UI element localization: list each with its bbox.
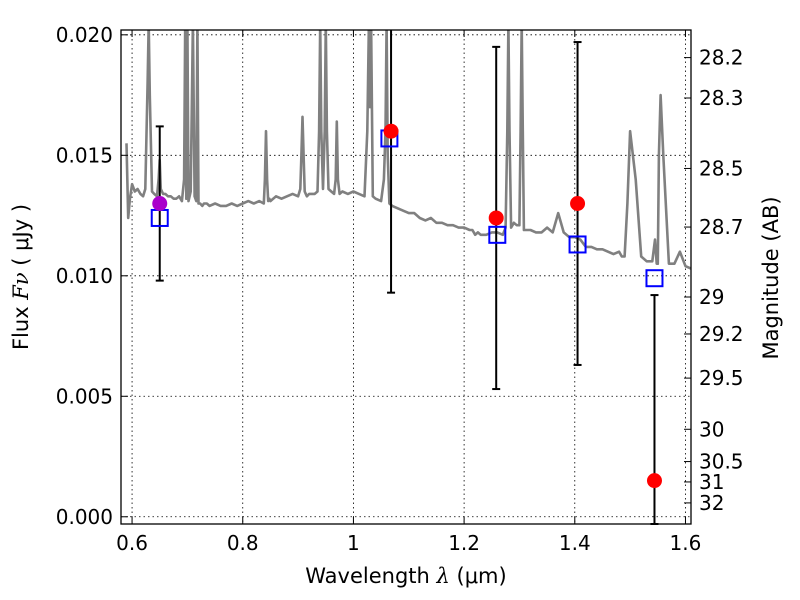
- y2-tick-label: 31: [699, 470, 724, 494]
- y2-tick-label: 29: [699, 285, 724, 309]
- right-axis-label: Magnitude (AB): [759, 196, 783, 359]
- x-tick-label: 1.4: [559, 531, 591, 555]
- observed-point: [646, 473, 662, 489]
- error-bars: [155, 30, 659, 525]
- model-spectrum: [125, 30, 691, 270]
- y-tick-label: 0.000: [56, 505, 113, 529]
- y2-tick-label: 30.5: [699, 450, 744, 474]
- x-tick-label: 1.2: [448, 531, 480, 555]
- tick-labels: 0.6 0.8 1 1.2 1.4 1.6 0.000 0.005 0.010 0.015 0.02…: [56, 23, 744, 555]
- observed-photometry: [152, 123, 662, 489]
- y2-tick-label: 29.2: [699, 322, 744, 346]
- x-tick-label: 0.6: [116, 531, 148, 555]
- observed-point: [570, 196, 586, 212]
- x-tick-label: 1.6: [670, 531, 702, 555]
- y2-tick-label: 28.7: [699, 215, 744, 239]
- y2-tick-label: 28.2: [699, 46, 744, 70]
- x-axis-label: Wavelength λ (μm): [305, 564, 506, 588]
- y-tick-label: 0.020: [56, 23, 113, 47]
- y2-tick-label: 28.3: [699, 86, 744, 110]
- x-tick-label: 1: [347, 531, 360, 555]
- y2-tick-label: 30: [699, 417, 724, 441]
- y2-tick-label: 32: [699, 491, 724, 515]
- y2-tick-label: 28.5: [699, 156, 744, 180]
- model-point: [488, 225, 507, 244]
- plot-frame: [120, 29, 692, 525]
- x-tick-label: 0.8: [227, 531, 259, 555]
- axis-ticks: [121, 30, 691, 524]
- observed-point: [152, 196, 168, 212]
- y2-tick-label: 29.5: [699, 366, 744, 390]
- y-tick-label: 0.015: [56, 143, 113, 167]
- observed-point: [383, 123, 399, 139]
- grid-lines: [121, 30, 691, 524]
- model-point: [645, 269, 664, 288]
- observed-point: [488, 210, 504, 226]
- model-point: [568, 235, 587, 254]
- spectrum-line: [125, 30, 691, 270]
- y-tick-label: 0.010: [56, 264, 113, 288]
- y-axis-label: Flux Fν ( μJy ): [9, 204, 33, 350]
- model-photometry: [150, 129, 664, 288]
- y-tick-label: 0.005: [56, 384, 113, 408]
